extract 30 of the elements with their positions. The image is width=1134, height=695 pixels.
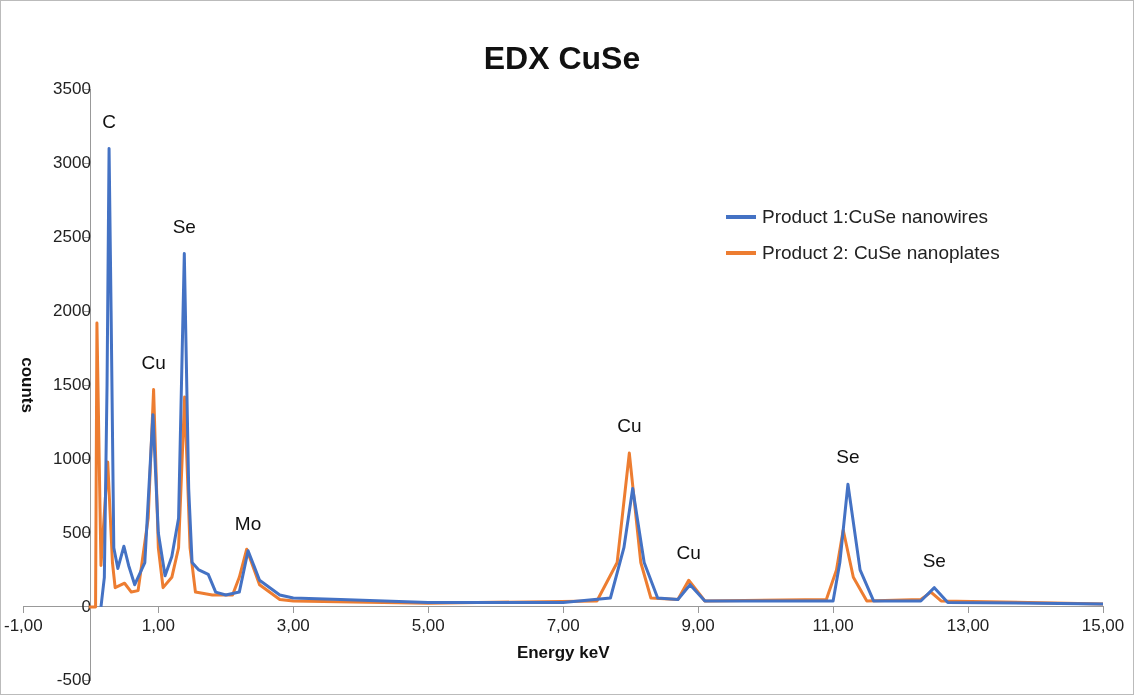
y-axis-title: counts [18, 357, 38, 413]
x-tick-label: 5,00 [411, 615, 445, 635]
annotation: Se [172, 215, 196, 237]
annotation: Cu [617, 415, 642, 437]
legend-label: Product 1:CuSe nanowires [762, 206, 989, 228]
x-tick-label: 3,00 [276, 615, 310, 635]
annotation: Se [836, 446, 860, 468]
y-tick-label: 3500 [53, 79, 91, 99]
x-tick-label: 9,00 [681, 615, 715, 635]
x-tick-label: 13,00 [946, 615, 990, 635]
x-tick-label: 7,00 [546, 615, 580, 635]
annotation: Cu [141, 351, 166, 373]
y-tick-label: 2500 [53, 226, 91, 246]
annotation: Se [922, 549, 946, 571]
y-tick-label: 3000 [53, 153, 91, 173]
legend-label: Product 2: CuSe nanoplates [762, 242, 1000, 264]
annotation: Cu [676, 542, 701, 564]
chart-title: EDX CuSe [483, 40, 641, 77]
x-axis-title: Energy keV [516, 643, 611, 663]
x-tick-label: 11,00 [812, 615, 854, 635]
y-tick-label: 500 [62, 522, 91, 542]
annotation: C [102, 110, 116, 132]
y-tick-label: 1000 [53, 448, 91, 468]
x-tick-label: 1,00 [141, 615, 175, 635]
annotation: Mo [234, 512, 262, 534]
y-tick-label: -500 [56, 670, 91, 690]
x-tick-label: -1,00 [4, 615, 43, 635]
x-tick-label: 15,00 [1081, 615, 1125, 635]
y-tick-label: 1500 [53, 374, 91, 394]
y-tick-label: 2000 [53, 300, 91, 320]
